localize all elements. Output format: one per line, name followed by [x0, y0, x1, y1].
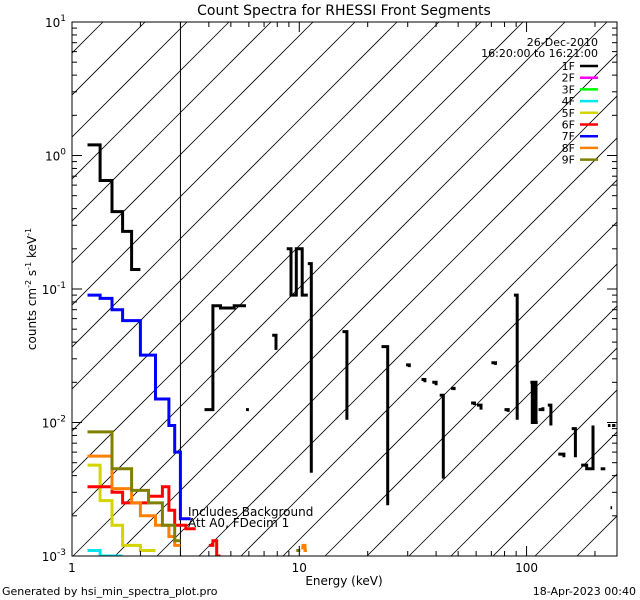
y-tick-label: 10-2 [42, 415, 66, 431]
series-line-1F [439, 393, 445, 479]
hatch-line [72, 22, 566, 516]
series-line-1F [477, 403, 483, 410]
hatch-line [198, 137, 617, 556]
date-label: 26-Dec-2010 [527, 36, 598, 49]
series-line-1F [406, 363, 411, 368]
hatch-line [408, 347, 617, 556]
y-tick-label: 10-1 [42, 281, 66, 297]
series-1F [87, 143, 617, 510]
hatch-line [492, 431, 617, 556]
series-line-9F [87, 430, 181, 543]
legend-label: 7F [562, 130, 575, 143]
series-line-1F [286, 247, 308, 297]
series-line-1F [451, 386, 456, 391]
y-tick-label: 101 [45, 14, 66, 30]
series-line-1F [530, 380, 538, 424]
footer-generator: Generated by hsi_min_spectra_plot.pro [2, 585, 218, 598]
series-line-5F [87, 463, 156, 552]
series-line-1F [547, 403, 553, 426]
chart-title: Count Spectra for RHESSI Front Segments [197, 3, 491, 19]
series-line-1F [471, 401, 476, 406]
hatch-line [619, 22, 640, 556]
series-4F [87, 549, 123, 556]
hatch-line [72, 22, 230, 180]
hatch-line [366, 305, 617, 556]
series-line-7F [87, 293, 191, 521]
series-line-1F [571, 427, 577, 458]
legend-label: 2F [562, 72, 575, 85]
series-line-1F [504, 408, 510, 412]
hatch-lines [72, 22, 640, 556]
time-range-label: 16:20:00 to 16:21:00 [481, 47, 598, 60]
hatch-line [72, 22, 524, 474]
hatch-line [156, 95, 617, 556]
hatch-line [72, 22, 482, 432]
legend-label: 3F [562, 83, 575, 96]
series-line-1F [272, 333, 278, 350]
hatch-line [240, 179, 617, 556]
series-line-1F [342, 330, 349, 420]
y-axis-label: counts cm-2 s-1 keV-1 [24, 228, 39, 350]
series-line-1F [381, 345, 390, 506]
hatch-line [72, 22, 314, 264]
excluded-region [72, 22, 640, 556]
annotation-attenuator: Att A0, FDecim 1 [188, 516, 289, 530]
series-line-1F [558, 452, 566, 458]
annotation-background: Includes Background [188, 505, 313, 519]
plot-frame [71, 21, 618, 557]
footer-timestamp: 18-Apr-2023 00:40 [533, 585, 636, 598]
series-line-6F [208, 539, 221, 556]
series-line-1F [87, 143, 141, 271]
series-line-1F [204, 304, 246, 412]
series-5F [87, 463, 156, 552]
series-line-8F [87, 454, 181, 547]
legend-label: 9F [562, 154, 575, 167]
series-7F [87, 293, 191, 521]
y-tick-label: 100 [45, 148, 66, 164]
series-line-8F [301, 543, 307, 552]
hatch-line [72, 22, 356, 306]
y-tick-label: 10-3 [42, 548, 66, 564]
series-layer [87, 143, 617, 556]
legend-label: 4F [562, 95, 575, 108]
legend-label: 1F [562, 60, 575, 73]
hatch-line [324, 263, 617, 556]
series-line-1F [421, 378, 427, 383]
series-line-1F [581, 425, 595, 471]
series-line-1F [432, 380, 438, 386]
x-tick-label: 100 [515, 561, 538, 575]
x-tick-label: 10 [292, 561, 307, 575]
hatch-line [72, 22, 188, 138]
hatch-line [282, 221, 617, 556]
series-line-6F [87, 485, 196, 531]
hatch-line [72, 22, 272, 222]
axes: 1 10 100 10-3 10-2 10-1 100 101 [42, 14, 617, 575]
hatch-line [72, 22, 398, 348]
hatch-line [72, 22, 440, 390]
hatch-line [114, 53, 617, 556]
x-axis-label: Energy (keV) [305, 574, 382, 588]
legend-label: 5F [562, 107, 575, 120]
series-6F [87, 485, 221, 556]
legend-label: 6F [562, 119, 575, 132]
series-8F [87, 454, 307, 552]
series-line-1F [538, 407, 545, 412]
series-line-1F [307, 262, 313, 473]
legend-label: 8F [562, 142, 575, 155]
hatch-line [72, 22, 608, 556]
hatch-line [450, 389, 617, 556]
series-line-1F [513, 293, 519, 420]
x-tick-label: 1 [68, 561, 76, 575]
series-line-1F [491, 361, 497, 365]
series-line-4F [87, 549, 123, 556]
